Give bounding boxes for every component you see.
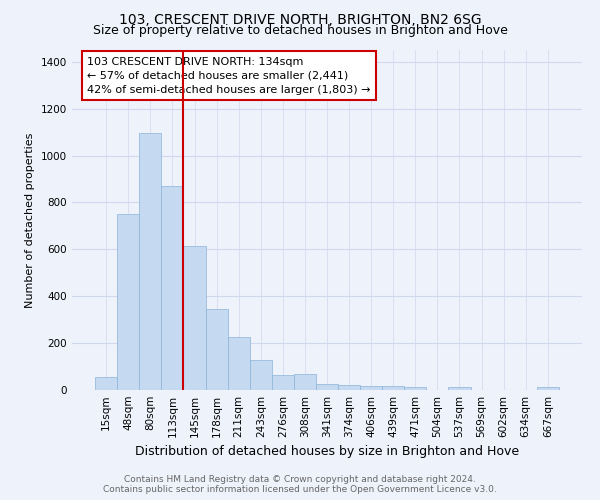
- Bar: [184, 246, 206, 390]
- X-axis label: Distribution of detached houses by size in Brighton and Hove: Distribution of detached houses by size …: [135, 446, 519, 458]
- Text: Size of property relative to detached houses in Brighton and Hove: Size of property relative to detached ho…: [92, 24, 508, 37]
- Bar: [294, 374, 316, 390]
- Bar: [161, 186, 184, 390]
- Bar: [250, 360, 272, 390]
- Bar: [316, 384, 338, 390]
- Text: 103 CRESCENT DRIVE NORTH: 134sqm
← 57% of detached houses are smaller (2,441)
42: 103 CRESCENT DRIVE NORTH: 134sqm ← 57% o…: [88, 57, 371, 95]
- Bar: [117, 214, 139, 390]
- Y-axis label: Number of detached properties: Number of detached properties: [25, 132, 35, 308]
- Bar: [95, 377, 117, 390]
- Bar: [382, 386, 404, 390]
- Bar: [206, 309, 227, 390]
- Bar: [360, 386, 382, 390]
- Bar: [227, 336, 250, 390]
- Text: Contains HM Land Registry data © Crown copyright and database right 2024.
Contai: Contains HM Land Registry data © Crown c…: [103, 474, 497, 494]
- Text: 103, CRESCENT DRIVE NORTH, BRIGHTON, BN2 6SG: 103, CRESCENT DRIVE NORTH, BRIGHTON, BN2…: [119, 12, 481, 26]
- Bar: [537, 387, 559, 390]
- Bar: [338, 386, 360, 390]
- Bar: [448, 387, 470, 390]
- Bar: [272, 375, 294, 390]
- Bar: [139, 133, 161, 390]
- Bar: [404, 387, 427, 390]
